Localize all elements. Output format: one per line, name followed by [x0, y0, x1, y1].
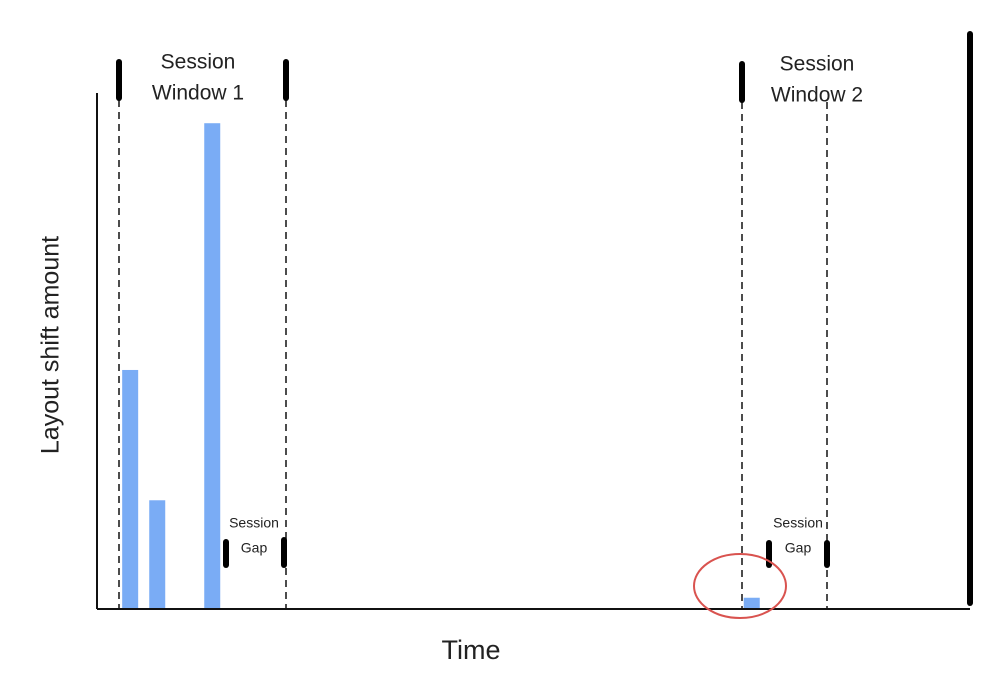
annotation: Session	[773, 515, 823, 531]
highlight-circle	[693, 553, 787, 619]
y-axis-label: Layout shift amount	[37, 236, 65, 454]
x-axis-label: Time	[442, 635, 501, 665]
annotation: Gap	[241, 540, 268, 556]
bar	[204, 123, 221, 608]
annotation: Session	[780, 53, 855, 76]
annotation: Window 2	[771, 84, 863, 107]
annotation: Session	[229, 515, 279, 531]
bar	[743, 597, 760, 608]
bar	[149, 500, 166, 608]
annotation: Session	[161, 51, 236, 74]
bar	[122, 369, 139, 608]
annotation: Gap	[785, 540, 812, 556]
annotation: Window 1	[152, 82, 244, 105]
